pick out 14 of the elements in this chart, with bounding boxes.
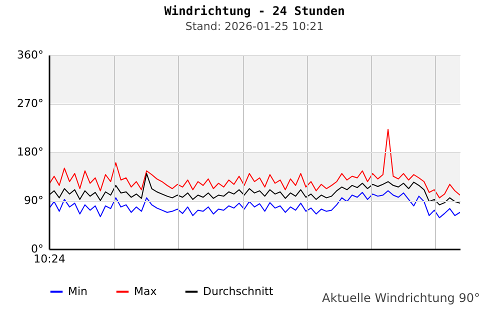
y-tick-label: 0° (31, 242, 44, 256)
legend-label: Durchschnitt (203, 284, 274, 298)
y-tick-label: 270° (17, 97, 44, 110)
text: Aktuelle Windrichtung 90° (322, 291, 480, 305)
line-series (49, 128, 460, 198)
chart-title: Windrichtung - 24 Stunden (164, 4, 345, 18)
legend-label: Min (68, 284, 88, 298)
y-tick-label: 90° (24, 194, 44, 207)
chart-subtitle: Stand: 2026-01-25 10:21 (185, 20, 324, 33)
y-tick-label: 360° (17, 48, 44, 62)
x-tick-label: 10:24 (34, 252, 66, 266)
line-series (49, 190, 460, 218)
y-tick-label: 180° (17, 146, 44, 158)
legend-label: Max (134, 284, 158, 298)
